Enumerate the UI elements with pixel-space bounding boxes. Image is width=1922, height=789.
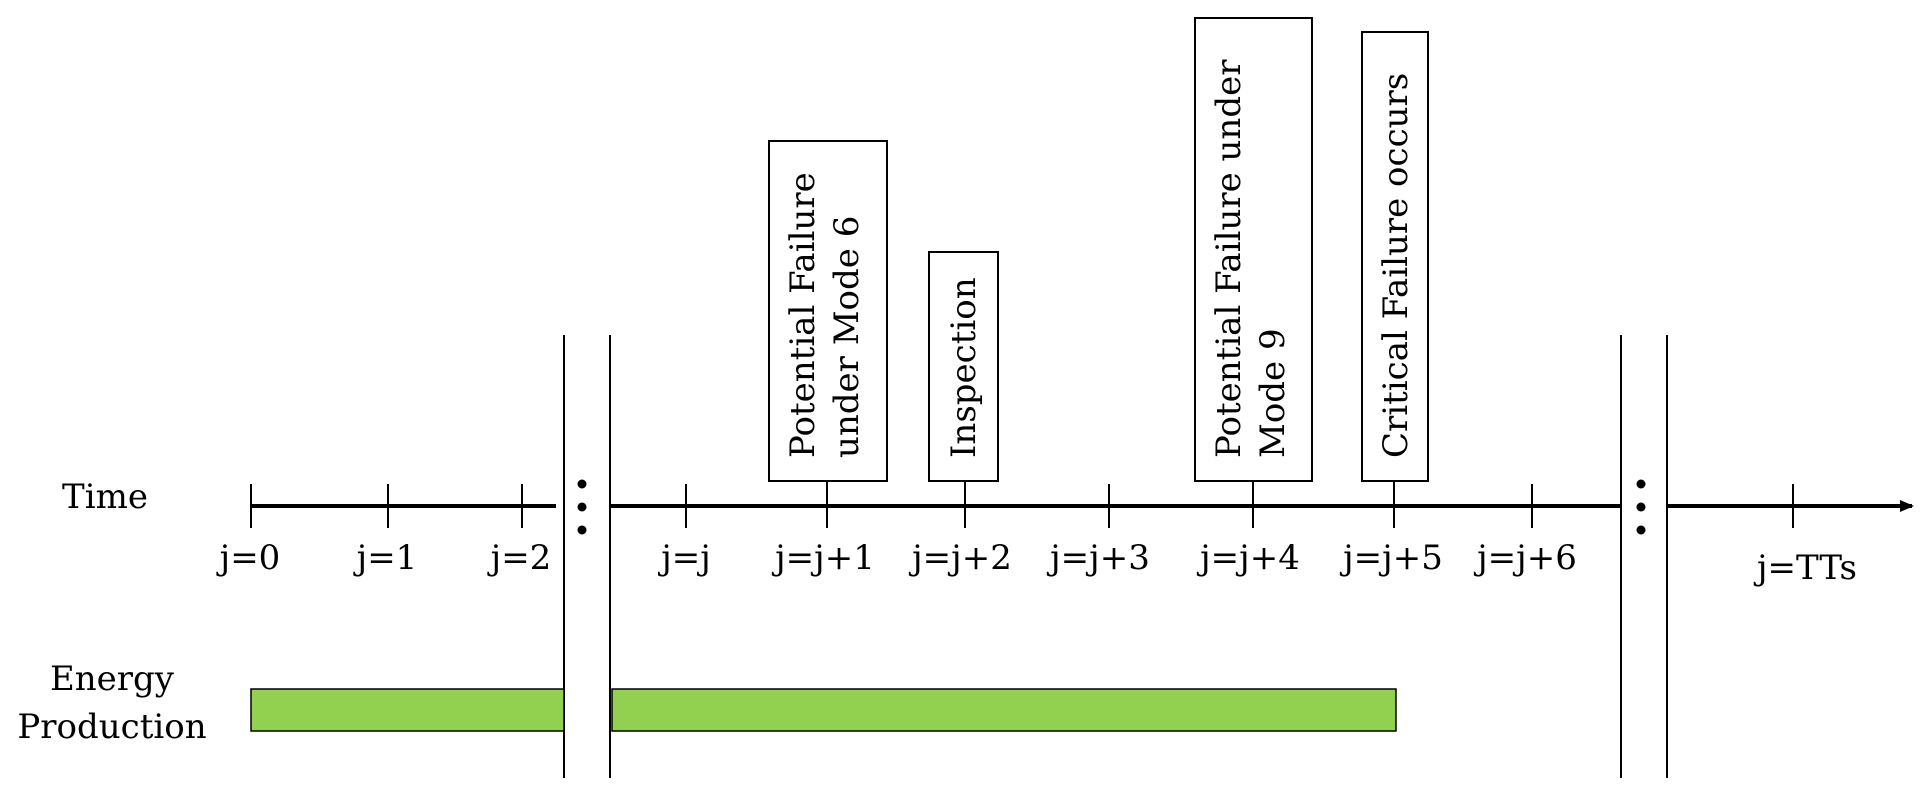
tick-label-10: j=TTs [1753, 548, 1857, 588]
tick-label-8: j=j+5 [1339, 538, 1443, 578]
event-box [1194, 17, 1313, 482]
tick-label-0: j=0 [216, 538, 281, 578]
event-text-line1: Potential Failure [783, 172, 823, 458]
event-text-line1: Critical Failure occurs [1376, 73, 1416, 458]
tick-label-7: j=j+4 [1196, 538, 1300, 578]
event-critical-failure: Critical Failure occurs [1361, 31, 1429, 482]
tick-label-3: j=j [657, 538, 711, 578]
tick-label-6: j=j+3 [1046, 538, 1150, 578]
energy-row-label-line2: Production [17, 707, 206, 747]
event-text-line1: Inspection [944, 277, 984, 458]
break-ellipsis-1 [577, 479, 587, 535]
event-potential-failure-mode-9: Potential Failure under Mode 9 [1194, 17, 1313, 482]
event-box [928, 251, 999, 482]
tick-label-2: j=2 [487, 538, 552, 578]
event-text-line1: Potential Failure under [1209, 59, 1249, 458]
tick-labels: j=0 j=1 j=2 j=j j=j+1 j=j+2 j=j+3 j=j+4 … [216, 538, 1857, 588]
event-text-line2: under Mode 6 [827, 216, 867, 458]
energy-row-label-line1: Energy [50, 659, 175, 699]
event-inspection: Inspection [928, 251, 999, 482]
event-box [768, 140, 888, 482]
tick-label-9: j=j+6 [1473, 538, 1577, 578]
tick-label-1: j=1 [353, 538, 418, 578]
energy-production-bar-2 [611, 688, 1397, 732]
tick-label-4: j=j+1 [771, 538, 875, 578]
event-text-line2: Mode 9 [1253, 328, 1293, 458]
break-ellipsis-2 [1636, 479, 1646, 535]
tick-label-5: j=j+2 [908, 538, 1012, 578]
event-box [1361, 31, 1429, 482]
energy-production-bar-1 [250, 688, 565, 732]
event-potential-failure-mode-6: Potential Failure under Mode 6 [768, 140, 888, 482]
time-row-label: Time [62, 477, 148, 517]
